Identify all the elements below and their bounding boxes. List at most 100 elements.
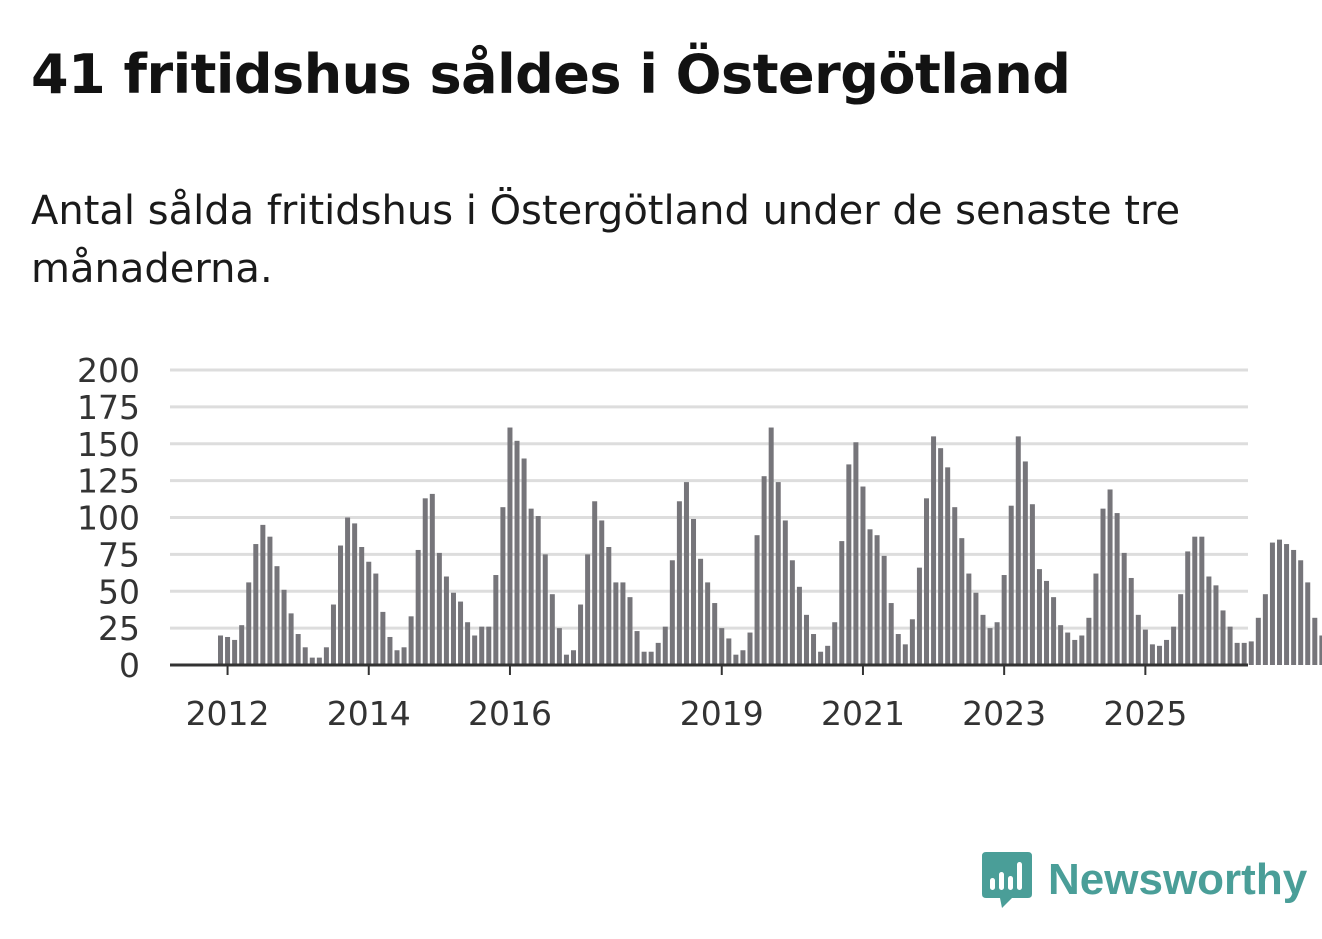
bar bbox=[1072, 639, 1078, 665]
bar bbox=[422, 498, 428, 665]
bar bbox=[366, 561, 372, 665]
bar bbox=[726, 638, 732, 665]
bar bbox=[556, 628, 562, 665]
bar bbox=[825, 645, 831, 665]
bar bbox=[839, 541, 845, 665]
bar bbox=[740, 650, 746, 665]
bar bbox=[705, 582, 711, 665]
bar bbox=[1093, 573, 1099, 665]
bar bbox=[938, 448, 944, 665]
bar bbox=[1107, 489, 1113, 665]
bar bbox=[309, 657, 315, 665]
bar bbox=[789, 560, 795, 665]
bar bbox=[1213, 585, 1219, 665]
bar bbox=[1199, 536, 1205, 665]
bar bbox=[655, 642, 661, 665]
bar bbox=[606, 547, 612, 665]
bar bbox=[1079, 635, 1085, 665]
y-tick-label: 100 bbox=[77, 499, 140, 538]
chart-subtitle: Antal sålda fritidshus i Östergötland un… bbox=[31, 188, 1181, 292]
bar bbox=[924, 498, 929, 665]
bar bbox=[1001, 575, 1007, 665]
bar bbox=[316, 657, 322, 665]
bar bbox=[712, 603, 718, 665]
bar bbox=[493, 575, 499, 665]
x-axis-ticks: 2012 2014 2016 2019 2021 2023 2025 bbox=[186, 665, 1187, 733]
bar bbox=[648, 651, 654, 665]
x-tick-label: 2021 bbox=[821, 694, 905, 733]
bar bbox=[1220, 610, 1226, 665]
bar bbox=[1248, 641, 1254, 665]
bar bbox=[338, 545, 344, 665]
bar bbox=[853, 442, 859, 665]
bar bbox=[415, 549, 421, 665]
bar bbox=[909, 619, 915, 665]
bar bbox=[458, 601, 464, 665]
bar bbox=[860, 486, 866, 665]
bar bbox=[803, 614, 809, 665]
y-tick-label: 25 bbox=[98, 609, 140, 648]
bar bbox=[669, 560, 675, 665]
bar bbox=[1058, 625, 1064, 665]
newsworthy-logo: Newsworthy bbox=[980, 850, 1307, 910]
bar bbox=[500, 507, 506, 665]
newsworthy-logo-text: Newsworthy bbox=[1048, 855, 1308, 904]
bar bbox=[1241, 642, 1247, 665]
bar bbox=[563, 654, 569, 665]
bar bbox=[436, 552, 442, 665]
bar bbox=[832, 622, 838, 665]
bar bbox=[1036, 569, 1042, 665]
bar bbox=[401, 647, 407, 665]
bar bbox=[1086, 617, 1092, 665]
bars bbox=[218, 427, 1322, 665]
bar bbox=[818, 651, 824, 665]
x-tick-label: 2019 bbox=[680, 694, 764, 733]
bar bbox=[1128, 577, 1134, 665]
bar bbox=[1255, 617, 1261, 665]
y-tick-label: 150 bbox=[77, 425, 140, 464]
bar bbox=[1100, 508, 1106, 665]
bar bbox=[1135, 614, 1141, 665]
bar bbox=[973, 592, 979, 665]
bar bbox=[599, 520, 605, 665]
bar bbox=[902, 644, 908, 665]
bar bbox=[1171, 626, 1177, 665]
y-tick-label: 175 bbox=[77, 388, 140, 427]
bar bbox=[994, 622, 1000, 665]
bar bbox=[881, 555, 887, 665]
bar bbox=[479, 626, 485, 665]
bar bbox=[1269, 542, 1275, 665]
bar bbox=[1206, 576, 1212, 665]
bar bbox=[931, 436, 937, 665]
bar bbox=[796, 586, 802, 665]
bar bbox=[549, 594, 555, 665]
bar bbox=[1262, 594, 1268, 665]
bar bbox=[719, 628, 725, 665]
bar bbox=[450, 592, 456, 665]
bar bbox=[620, 582, 626, 665]
bar bbox=[578, 604, 584, 665]
bar bbox=[867, 529, 873, 665]
bar bbox=[782, 520, 788, 665]
bar bbox=[288, 613, 294, 665]
bar bbox=[874, 535, 880, 665]
y-tick-label: 200 bbox=[77, 351, 140, 390]
bar bbox=[1312, 617, 1318, 665]
bar bbox=[952, 507, 958, 665]
bar bbox=[641, 651, 647, 665]
bar bbox=[747, 632, 753, 665]
bar bbox=[627, 597, 633, 665]
bar bbox=[359, 547, 365, 665]
bar bbox=[1227, 626, 1233, 665]
bar bbox=[698, 558, 704, 665]
bar bbox=[846, 464, 852, 665]
bar bbox=[323, 647, 329, 665]
bar bbox=[352, 523, 358, 665]
bar bbox=[1114, 513, 1120, 665]
bar bbox=[1022, 461, 1028, 665]
bar bbox=[1015, 436, 1021, 665]
bar bbox=[634, 631, 640, 665]
bar bbox=[246, 582, 252, 665]
bar bbox=[1044, 580, 1050, 665]
